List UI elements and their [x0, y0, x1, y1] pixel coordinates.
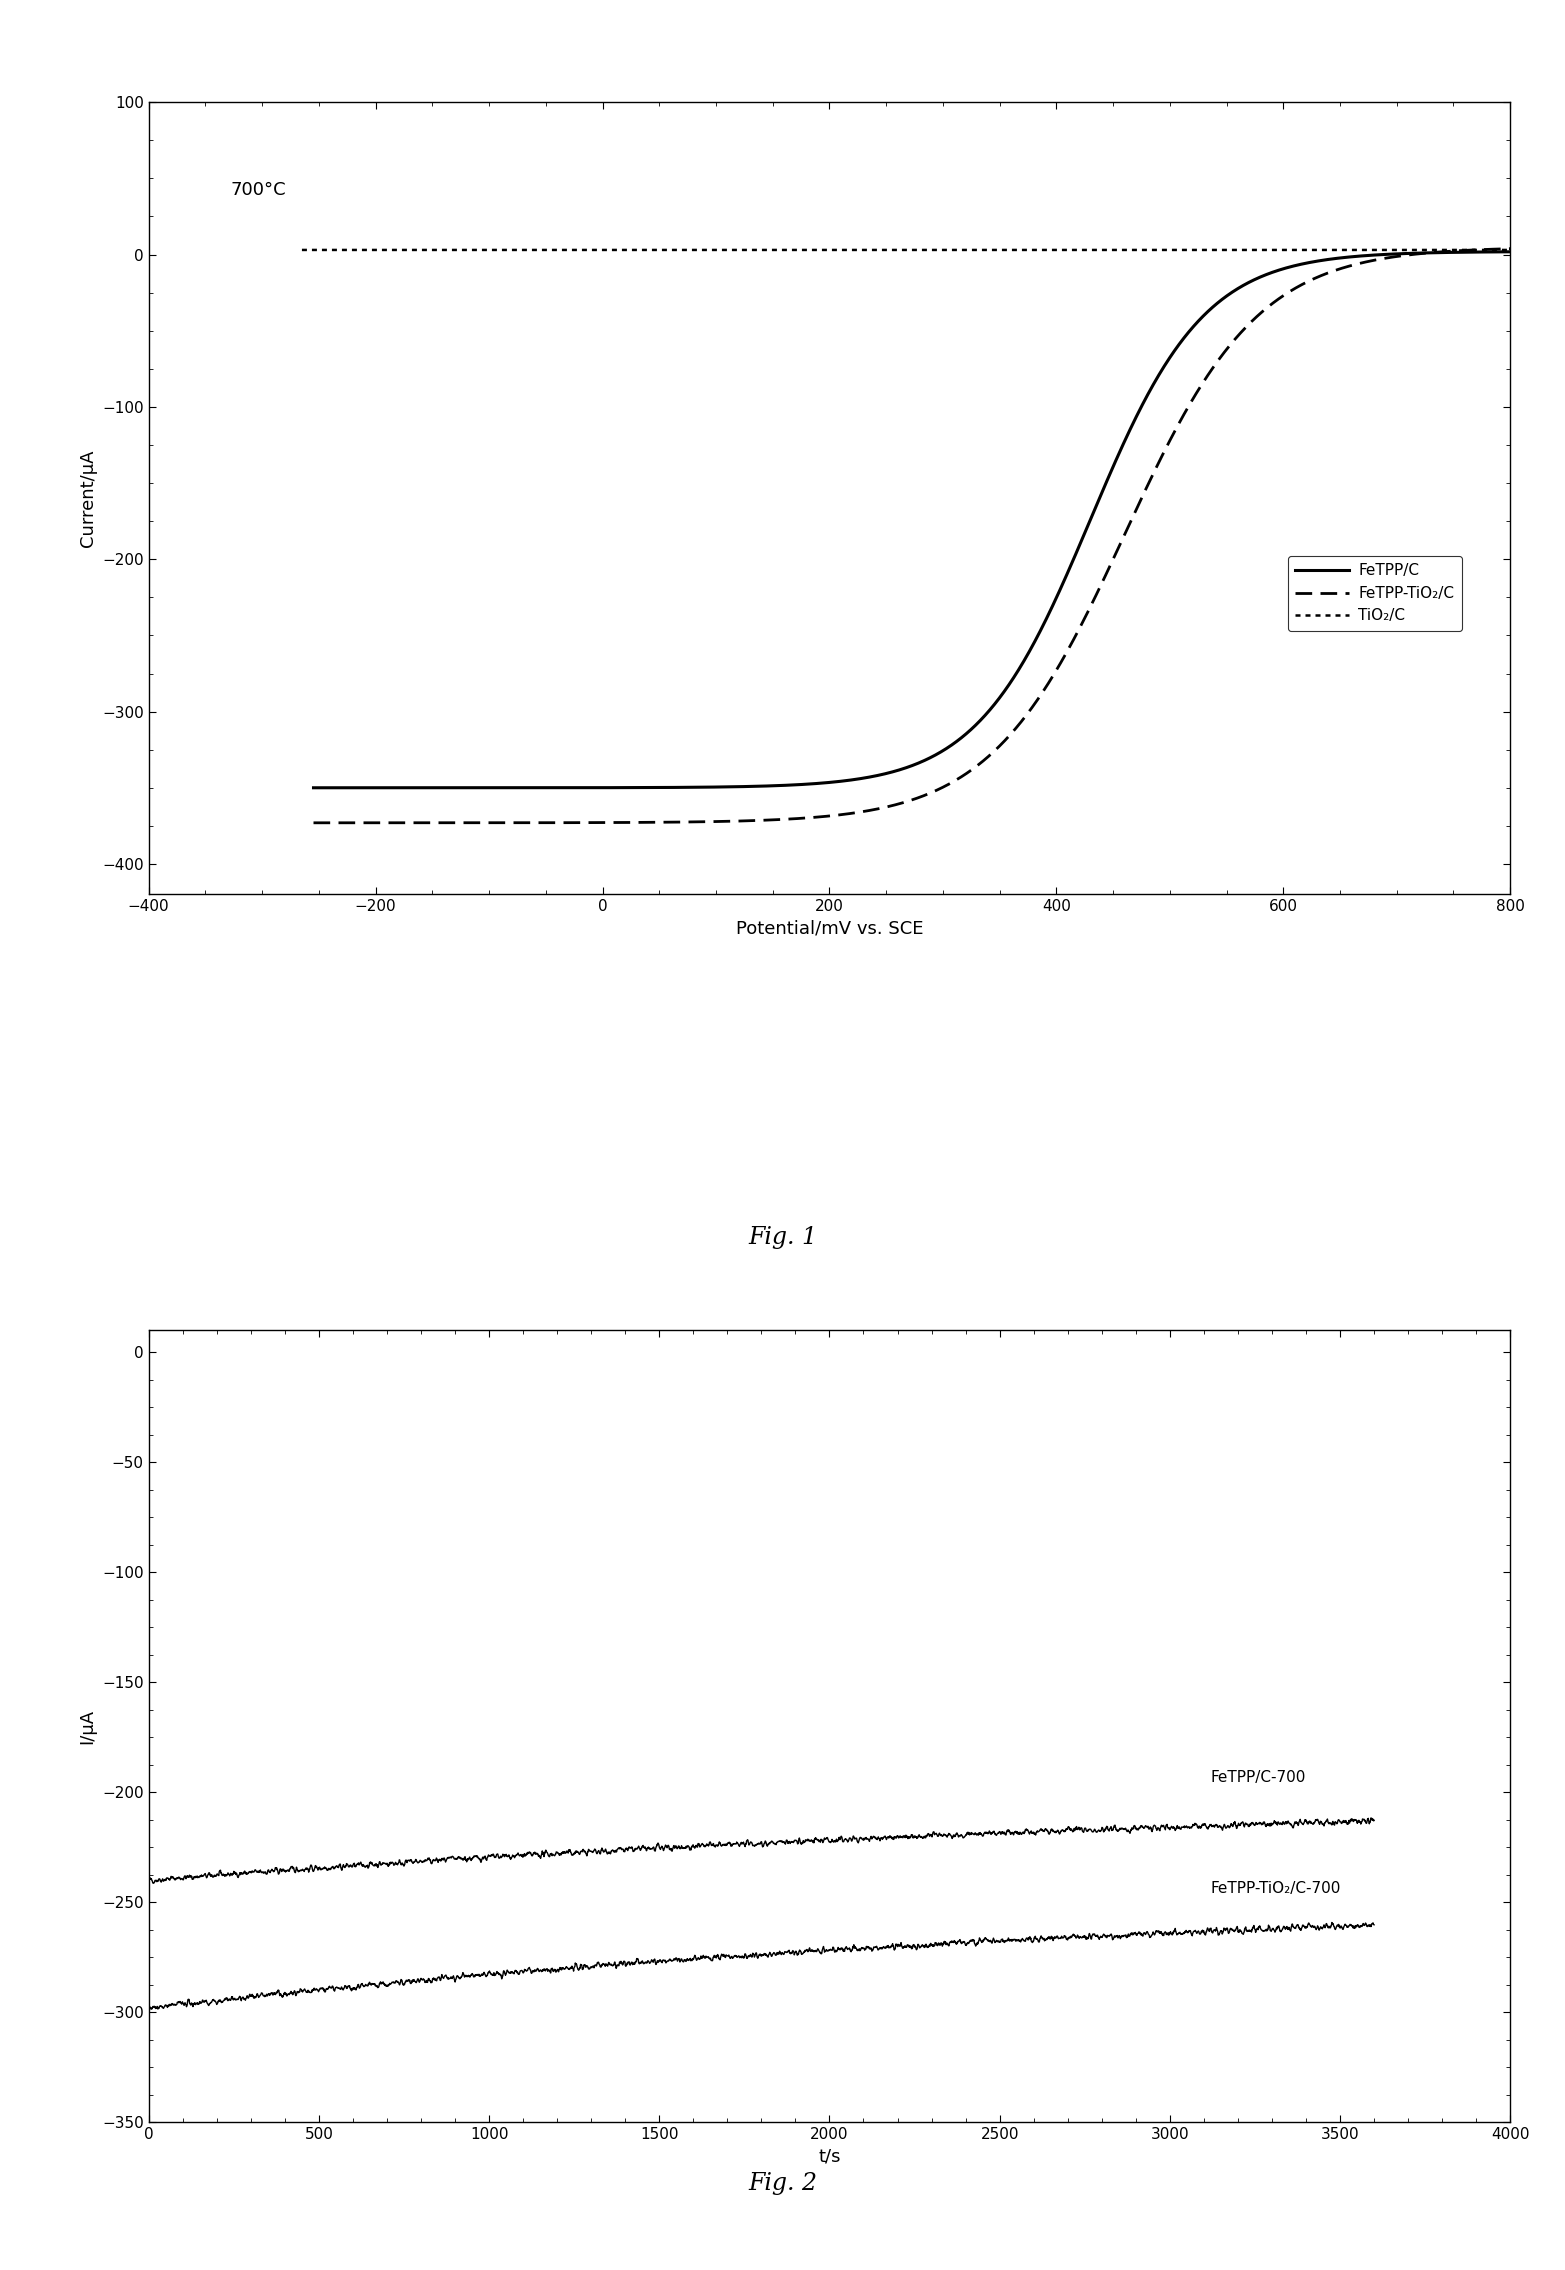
Y-axis label: Current/μA: Current/μA: [78, 449, 97, 547]
X-axis label: Potential/mV vs. SCE: Potential/mV vs. SCE: [736, 919, 923, 938]
FeTPP/C: [304, 774, 322, 801]
X-axis label: t/s: t/s: [818, 2147, 840, 2166]
FeTPP/C: [681, 774, 700, 801]
TiO₂/C: [914, 236, 933, 263]
FeTPP-TiO₂/C: [1078, 599, 1097, 627]
TiO₂/C: [1501, 236, 1520, 263]
Line: FeTPP-TiO₂/C: FeTPP-TiO₂/C: [313, 250, 1510, 822]
Text: FeTPP-TiO₂/C-700: FeTPP-TiO₂/C-700: [1211, 1880, 1341, 1895]
FeTPP-TiO₂/C: [1470, 236, 1488, 263]
Y-axis label: I/μA: I/μA: [78, 1709, 97, 1743]
Legend: FeTPP/C, FeTPP-TiO₂/C, TiO₂/C: FeTPP/C, FeTPP-TiO₂/C, TiO₂/C: [1288, 556, 1462, 631]
TiO₂/C: [435, 236, 454, 263]
FeTPP-TiO₂/C: [1501, 236, 1520, 263]
FeTPP/C: [1501, 238, 1520, 266]
FeTPP/C: [914, 747, 933, 774]
TiO₂/C: [823, 236, 842, 263]
Text: 700°C: 700°C: [230, 182, 286, 200]
Text: FeTPP/C-700: FeTPP/C-700: [1211, 1771, 1307, 1784]
FeTPP-TiO₂/C: [1096, 563, 1114, 590]
TiO₂/C: [374, 236, 393, 263]
FeTPP/C: [1096, 472, 1114, 499]
TiO₂/C: [1421, 236, 1440, 263]
FeTPP-TiO₂/C: [914, 783, 933, 810]
Text: Fig. 1: Fig. 1: [748, 1226, 817, 1249]
FeTPP/C: [504, 774, 523, 801]
FeTPP/C: [1078, 513, 1097, 540]
Text: Fig. 2: Fig. 2: [748, 2172, 817, 2195]
FeTPP-TiO₂/C: [504, 808, 523, 835]
FeTPP-TiO₂/C: [681, 808, 700, 835]
FeTPP-TiO₂/C: [304, 808, 322, 835]
TiO₂/C: [293, 236, 311, 263]
Line: FeTPP/C: FeTPP/C: [313, 252, 1510, 788]
FeTPP/C: [1470, 238, 1488, 266]
TiO₂/C: [817, 236, 836, 263]
